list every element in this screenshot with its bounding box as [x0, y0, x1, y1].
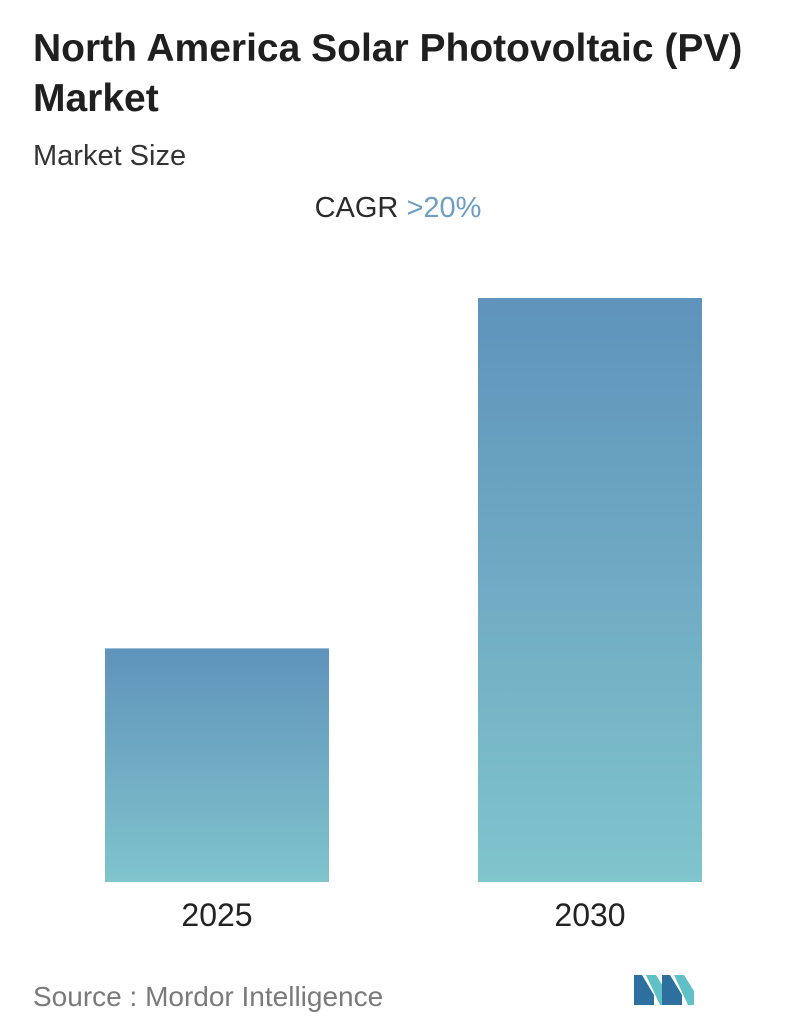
x-tick-labels: 2025 2030: [181, 897, 625, 933]
cagr-annotation: CAGR >20%: [0, 190, 796, 226]
chart-title: North America Solar Photovoltaic (PV) Ma…: [33, 27, 743, 120]
chart-subtitle: Market Size: [33, 140, 187, 172]
cagr-value: >20%: [406, 192, 482, 224]
x-tick-label-2025: 2025: [181, 897, 252, 933]
source-label: Source :: [33, 981, 138, 1012]
x-tick-label-2030: 2030: [554, 897, 625, 933]
bar-2030: [478, 298, 702, 882]
source-name: Mordor Intelligence: [145, 981, 384, 1012]
mordor-intelligence-logo: [634, 975, 694, 1005]
cagr-label: CAGR: [314, 192, 399, 224]
source-line: Source : Mordor Intelligence: [33, 980, 383, 1014]
bars-group: [105, 298, 702, 882]
bar-chart: 2025 2030: [105, 298, 702, 933]
bar-2025: [105, 648, 329, 882]
